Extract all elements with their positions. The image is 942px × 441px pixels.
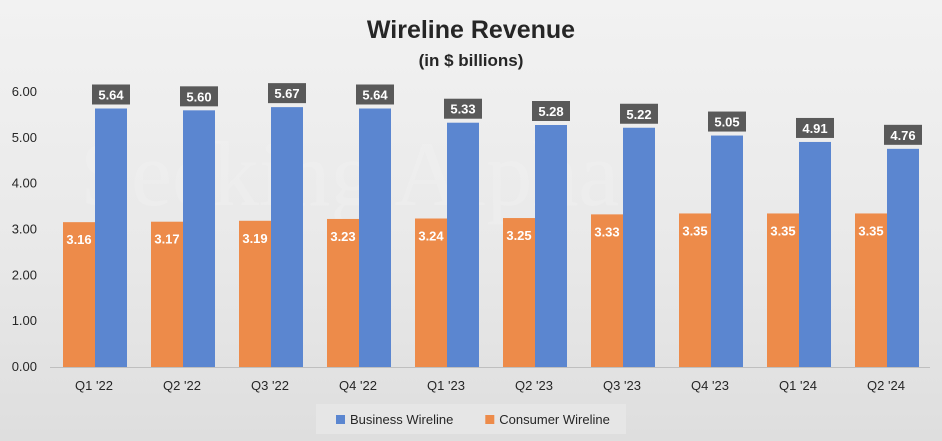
x-tick-label: Q1 '23 [427, 378, 465, 393]
consumer-data-label: 3.24 [418, 229, 444, 244]
y-tick-label: 4.00 [12, 176, 37, 191]
consumer-data-label: 3.23 [330, 229, 355, 244]
consumer-bar [327, 218, 359, 367]
business-data-label-box [268, 83, 306, 104]
x-tick-label: Q1 '24 [779, 378, 817, 393]
y-tick-label: 3.00 [12, 222, 37, 237]
business-bar [623, 127, 655, 367]
x-tick-label: Q3 '23 [603, 378, 641, 393]
business-data-label: 5.64 [362, 88, 388, 103]
consumer-data-label: 3.35 [682, 223, 707, 238]
x-tick-label: Q3 '22 [251, 378, 289, 393]
y-tick-label: 6.00 [12, 84, 37, 99]
consumer-bar [591, 214, 623, 367]
consumer-data-label: 3.17 [154, 232, 179, 247]
business-data-label-box [444, 98, 482, 119]
business-data-label-box [92, 84, 130, 105]
legend-label: Consumer Wireline [499, 412, 610, 427]
consumer-bar [503, 218, 535, 367]
business-data-label: 5.64 [98, 88, 124, 103]
business-bar [447, 122, 479, 367]
x-tick-label: Q1 '22 [75, 378, 113, 393]
chart-title: Wireline Revenue [367, 16, 575, 44]
business-data-label: 4.76 [890, 128, 915, 143]
business-bar [271, 107, 303, 367]
business-data-label: 5.28 [538, 104, 563, 119]
business-data-label-box [884, 124, 922, 145]
consumer-data-label: 3.35 [858, 223, 883, 238]
business-data-label-box [356, 84, 394, 105]
consumer-bar [855, 213, 887, 367]
x-tick-label: Q2 '23 [515, 378, 553, 393]
business-data-label-box [620, 103, 658, 124]
business-bar [95, 108, 127, 367]
consumer-bar [767, 213, 799, 367]
business-data-label-box [532, 101, 570, 121]
y-tick-label: 5.00 [12, 130, 37, 145]
business-data-label: 5.05 [714, 115, 739, 130]
consumer-data-label: 3.35 [770, 223, 795, 238]
consumer-bar [239, 220, 271, 367]
business-bar [359, 108, 391, 367]
business-data-label: 5.22 [626, 107, 651, 122]
consumer-data-label: 3.25 [506, 228, 531, 243]
business-data-label: 5.60 [186, 89, 211, 104]
business-data-label-box [796, 117, 834, 138]
business-bar [711, 135, 743, 367]
business-bar [535, 125, 567, 367]
consumer-bar [415, 218, 447, 367]
y-tick-label: 0.00 [12, 359, 37, 374]
chart-subtitle: (in $ billions) [419, 51, 524, 70]
consumer-bar [679, 213, 711, 367]
business-bar [799, 141, 831, 367]
consumer-data-label: 3.19 [242, 231, 267, 246]
consumer-bar [151, 221, 183, 367]
legend-label: Business Wireline [350, 412, 453, 427]
business-bar [183, 110, 215, 367]
business-data-label: 5.33 [450, 102, 475, 117]
x-tick-label: Q4 '22 [339, 378, 377, 393]
business-data-label: 4.91 [802, 121, 827, 136]
y-tick-label: 1.00 [12, 313, 37, 328]
consumer-data-label: 3.16 [66, 232, 91, 247]
x-tick-label: Q4 '23 [691, 378, 729, 393]
x-tick-label: Q2 '22 [163, 378, 201, 393]
business-bar [887, 148, 919, 367]
business-data-label: 5.67 [274, 86, 299, 101]
consumer-bar [63, 222, 95, 367]
legend-swatch [485, 415, 495, 424]
y-tick-label: 2.00 [12, 267, 37, 282]
legend-swatch [336, 415, 345, 424]
business-data-label-box [180, 86, 218, 107]
x-tick-label: Q2 '24 [867, 378, 905, 393]
watermark-text: Seeking Alpha [80, 123, 619, 225]
consumer-data-label: 3.33 [594, 224, 619, 239]
legend-box [316, 404, 626, 434]
business-data-label-box [708, 111, 746, 132]
